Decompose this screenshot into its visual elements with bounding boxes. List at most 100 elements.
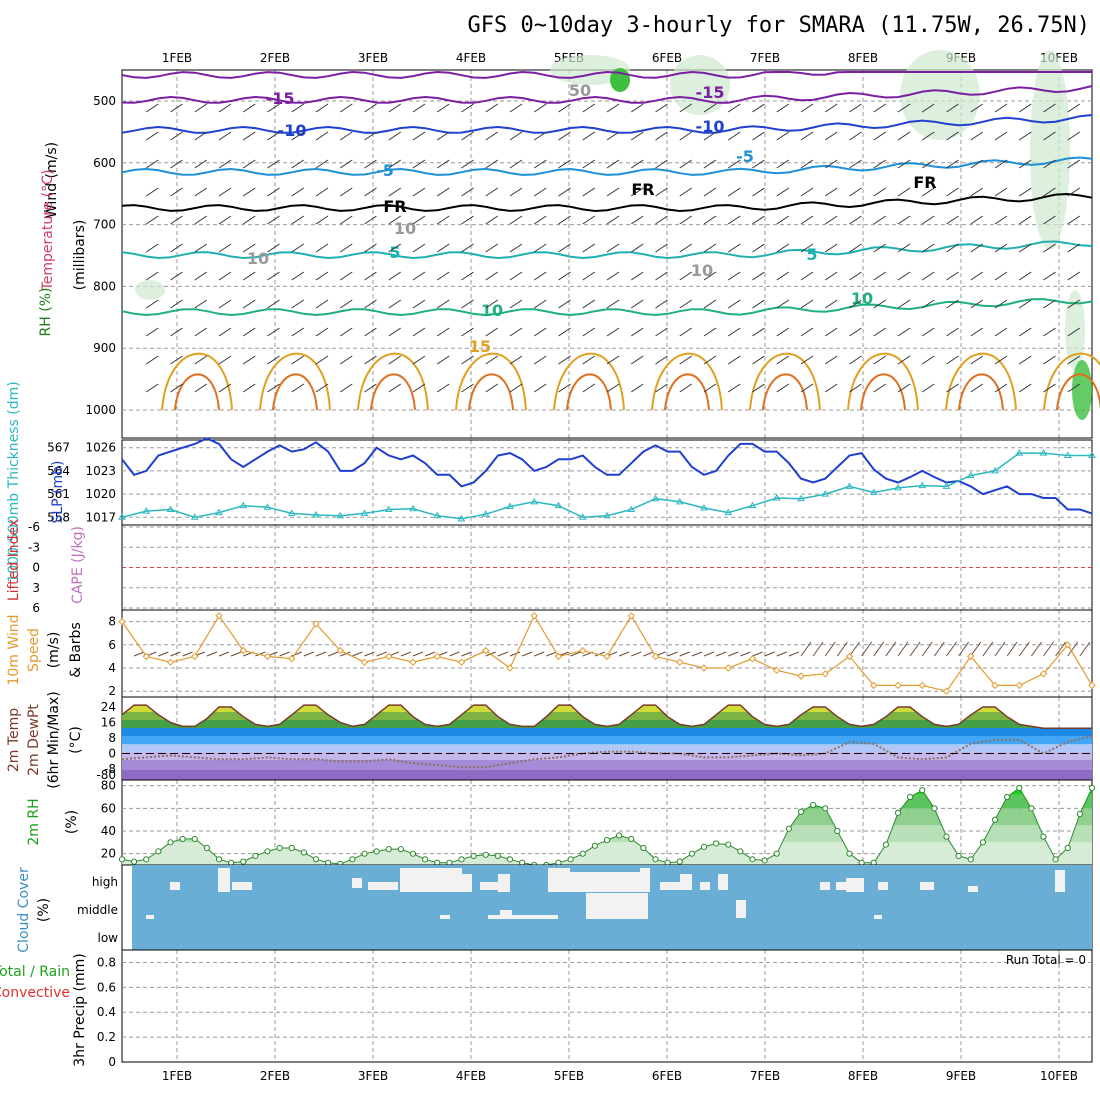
contour-label: 10: [481, 301, 503, 320]
cloud-clear: [488, 915, 558, 919]
isotherm-20: [860, 373, 906, 411]
rh-axis-label-1: 2m RH: [26, 798, 42, 845]
thickness-point: [724, 508, 733, 516]
wind-barb: [727, 187, 741, 197]
wind-barb: [388, 383, 402, 393]
wind-barb: [679, 215, 693, 225]
wind-speed-point: [821, 670, 829, 678]
wind-barb: [364, 355, 377, 365]
wind-barb: [582, 103, 596, 113]
wind-barb: [582, 299, 596, 309]
wind-barb: [606, 355, 620, 365]
wind-barb: [1067, 103, 1081, 113]
slp-tick: 1023: [85, 464, 116, 478]
wind-barb: [315, 215, 329, 225]
wind-barb: [558, 383, 571, 393]
rh-point: [1028, 805, 1035, 812]
cloud-layer-label: low: [98, 931, 119, 945]
pressure-panel: 1026 567 1023 564 1020 561 1017 558: [47, 437, 1096, 526]
wind-barb: [194, 159, 208, 169]
wind-barb: [509, 651, 521, 657]
wind-speed-point: [433, 652, 441, 661]
cloud-clear: [498, 874, 510, 892]
rh-point: [761, 857, 768, 864]
rh-point: [749, 856, 756, 863]
wind-barb: [873, 243, 887, 253]
isotherm-line: [121, 298, 1093, 317]
wind-barb: [267, 103, 280, 113]
wind-barb: [800, 131, 814, 141]
wind-barb: [691, 651, 703, 657]
wind-barb: [388, 271, 402, 281]
wind-barb: [218, 355, 232, 365]
wind-speed-point: [263, 652, 272, 661]
wind-barb: [897, 215, 911, 225]
wind-barb: [994, 187, 1008, 197]
wind-barb: [364, 103, 377, 113]
wind-barb: [921, 271, 935, 281]
wind-barb: [776, 187, 790, 197]
wind-barb: [897, 641, 909, 657]
wind-barb: [655, 215, 668, 225]
isotherm-20: [1056, 373, 1100, 411]
wind-barb: [800, 355, 814, 365]
wind-barb: [364, 651, 375, 657]
wind-barb: [436, 355, 450, 365]
wind-barb: [194, 131, 208, 141]
contour-label: FR: [631, 180, 654, 199]
wind-speed-point: [142, 652, 150, 661]
wind-barb: [145, 103, 159, 113]
contour-label: -15: [266, 89, 295, 108]
thickness-point: [797, 494, 805, 502]
wind-barb: [970, 103, 984, 113]
wind-barb: [461, 383, 474, 393]
rh-point: [773, 850, 780, 857]
isotherm-20: [370, 373, 416, 411]
side-labels: Wind (m/s)Temperature (°C) (millibars) RH …: [0, 142, 88, 1067]
wind-barb: [218, 383, 232, 393]
thickness-point: [457, 514, 466, 522]
wind-barb: [412, 383, 426, 393]
temp-tick: 16: [101, 716, 116, 730]
wind-barb: [752, 299, 765, 309]
panel-frame: [121, 949, 1093, 1063]
contour-label: 10: [691, 261, 713, 280]
temp-tick: 8: [108, 731, 116, 745]
wind-barb: [388, 355, 402, 365]
wind-barb: [897, 187, 911, 197]
wind-barb: [315, 103, 329, 113]
cloud-clear: [586, 893, 648, 919]
wind-barb: [339, 299, 353, 309]
wind-barb: [764, 651, 775, 657]
wind-speed-point: [942, 687, 951, 695]
temp-line: [121, 704, 1092, 730]
cloud-clear: [352, 878, 362, 888]
wind-speed-point: [748, 655, 757, 663]
rh-shading: [670, 55, 730, 115]
thickness-point: [894, 483, 902, 491]
wind-barb: [800, 243, 814, 253]
wind-barb: [606, 215, 620, 225]
wind-barb: [824, 215, 838, 225]
pressure-tick: 800: [93, 279, 116, 293]
wind-barb: [279, 651, 290, 657]
wind-barb: [194, 187, 208, 197]
wind-barb: [509, 131, 523, 141]
wind-barb: [582, 159, 596, 169]
wind-barb: [921, 131, 935, 141]
wind-barb: [533, 243, 547, 253]
wind-barb: [461, 355, 474, 365]
rh-tick: 80: [101, 779, 116, 793]
rh-point: [822, 805, 829, 812]
wind-barb: [824, 327, 838, 337]
rh-point: [591, 842, 598, 849]
wind-barb: [752, 327, 765, 337]
precip-tick: 0.4: [97, 1005, 116, 1019]
wind-barb: [921, 355, 935, 365]
wind-barb: [376, 651, 387, 657]
cloud-clear: [400, 868, 462, 892]
wind-barb: [340, 651, 351, 657]
wind-barb: [703, 187, 717, 197]
wind-barb: [824, 299, 838, 309]
thickness-point: [239, 501, 248, 509]
